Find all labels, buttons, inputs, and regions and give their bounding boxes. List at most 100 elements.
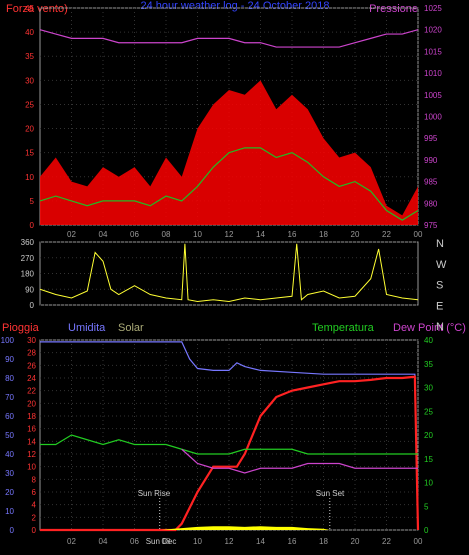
main-x-tick-label: 06 bbox=[130, 537, 139, 546]
rain-y-tick-label: 24 bbox=[27, 374, 36, 383]
rain-y-tick-label: 12 bbox=[27, 450, 36, 459]
wind-x-tick-label: 18 bbox=[319, 230, 328, 239]
rain-y-tick-label: 14 bbox=[27, 437, 36, 446]
rain-y-tick-label: 10 bbox=[27, 463, 36, 472]
wind-x-tick-label: 12 bbox=[225, 230, 234, 239]
rain-y-tick-label: 0 bbox=[32, 526, 37, 535]
temp-y-tick-label: 35 bbox=[424, 360, 433, 369]
rain-y-tick-label: 26 bbox=[27, 361, 36, 370]
rain-y-tick-label: 28 bbox=[27, 349, 36, 358]
humidity-y-tick-label: 10 bbox=[5, 507, 14, 516]
temp-y-tick-label: 40 bbox=[424, 336, 433, 345]
main-series-pioggia-line bbox=[40, 375, 420, 532]
humidity-y-tick-label: 100 bbox=[1, 336, 15, 345]
wind-x-tick-label: 00 bbox=[414, 230, 423, 239]
main-x-tick-label: 18 bbox=[319, 537, 328, 546]
direction-y-tick-label: 270 bbox=[21, 254, 35, 263]
main-x-tick-label: 00 bbox=[414, 537, 423, 546]
main-x-tick-label: 12 bbox=[225, 537, 234, 546]
pressure-y-tick-label: 990 bbox=[424, 156, 438, 165]
temp-y-tick-label: 20 bbox=[424, 431, 433, 440]
wind-x-tick-label: 22 bbox=[382, 230, 391, 239]
sunrise-label: Sun Rise bbox=[138, 489, 171, 498]
wind-x-tick-label: 20 bbox=[351, 230, 360, 239]
rain-y-tick-label: 30 bbox=[27, 336, 36, 345]
wind-x-tick-label: 06 bbox=[130, 230, 139, 239]
wind-y-tick-label: 40 bbox=[25, 28, 34, 37]
humidity-y-tick-label: 90 bbox=[5, 355, 14, 364]
temp-y-tick-label: 0 bbox=[424, 526, 429, 535]
pressure-y-tick-label: 975 bbox=[424, 221, 438, 230]
compass-label: W bbox=[436, 259, 447, 271]
temp-y-tick-label: 10 bbox=[424, 479, 433, 488]
wind-x-tick-label: 10 bbox=[193, 230, 202, 239]
rain-label: Pioggia bbox=[2, 322, 40, 334]
solar-area bbox=[161, 526, 330, 530]
wind-y-tick-label: 5 bbox=[30, 197, 35, 206]
temp-y-tick-label: 25 bbox=[424, 407, 433, 416]
pressure-y-tick-label: 1025 bbox=[424, 4, 442, 13]
pressure-y-tick-label: 985 bbox=[424, 178, 438, 187]
humidity-y-tick-label: 80 bbox=[5, 374, 14, 383]
wind-y-tick-label: 15 bbox=[25, 149, 34, 158]
humidity-y-tick-label: 0 bbox=[10, 526, 15, 535]
wind-x-tick-label: 16 bbox=[288, 230, 297, 239]
main-series-umidita-line bbox=[40, 341, 419, 531]
rain-y-tick-label: 8 bbox=[32, 475, 37, 484]
wind-y-tick-label: 0 bbox=[30, 221, 35, 230]
wind-x-tick-label: 02 bbox=[67, 230, 76, 239]
wind-x-tick-label: 08 bbox=[162, 230, 171, 239]
rain-y-tick-label: 20 bbox=[27, 399, 36, 408]
rain-y-tick-label: 18 bbox=[27, 412, 36, 421]
temp-y-tick-label: 5 bbox=[424, 502, 429, 511]
direction-y-tick-label: 90 bbox=[25, 285, 34, 294]
compass-label: E bbox=[436, 300, 443, 312]
wind-ylabel: Forza vento) bbox=[6, 3, 68, 15]
rain-y-tick-label: 4 bbox=[32, 501, 37, 510]
main-x-tick-label: 14 bbox=[256, 537, 265, 546]
humidity-y-tick-label: 70 bbox=[5, 393, 14, 402]
compass-label: N bbox=[436, 321, 444, 333]
direction-y-tick-label: 360 bbox=[21, 238, 35, 247]
pressure-ylabel: Pressione bbox=[369, 3, 418, 15]
humidity-y-tick-label: 30 bbox=[5, 469, 14, 478]
main-x-tick-label: 10 bbox=[193, 537, 202, 546]
main-series-dew-point-line bbox=[181, 448, 418, 474]
main-x-tick-label: 04 bbox=[99, 537, 108, 546]
main-x-tick-label: 20 bbox=[351, 537, 360, 546]
humidity-y-tick-label: 20 bbox=[5, 488, 14, 497]
sundec-label: Sun Dec bbox=[146, 537, 177, 546]
wind-y-tick-label: 30 bbox=[25, 76, 34, 85]
rain-y-tick-label: 22 bbox=[27, 387, 36, 396]
compass-label: S bbox=[436, 280, 443, 292]
chart-title: 24 hour weather log - 24 October 2018 bbox=[141, 0, 330, 12]
pressure-y-tick-label: 1020 bbox=[424, 26, 442, 35]
wind-series-avg-line bbox=[39, 147, 419, 221]
wind-y-tick-label: 10 bbox=[25, 173, 34, 182]
main-x-tick-label: 22 bbox=[382, 537, 391, 546]
wind-x-tick-label: 14 bbox=[256, 230, 265, 239]
humidity-y-tick-label: 60 bbox=[5, 412, 14, 421]
temp-y-tick-label: 15 bbox=[424, 455, 433, 464]
wind-x-tick-label: 04 bbox=[99, 230, 108, 239]
compass-label: N bbox=[436, 238, 444, 250]
pressure-y-tick-label: 1010 bbox=[424, 69, 442, 78]
wind-series-pressione-line bbox=[39, 29, 419, 48]
temperature-label: Temperatura bbox=[312, 322, 375, 334]
main-x-tick-label: 16 bbox=[288, 537, 297, 546]
wind-y-tick-label: 45 bbox=[25, 4, 34, 13]
rain-y-tick-label: 6 bbox=[32, 488, 37, 497]
rain-y-tick-label: 16 bbox=[27, 425, 36, 434]
main-x-tick-label: 02 bbox=[67, 537, 76, 546]
temp-y-tick-label: 30 bbox=[424, 384, 433, 393]
wind-y-tick-label: 25 bbox=[25, 100, 34, 109]
wind-y-tick-label: 35 bbox=[25, 52, 34, 61]
direction-y-tick-label: 0 bbox=[30, 301, 35, 310]
pressure-y-tick-label: 1005 bbox=[424, 91, 442, 100]
wind-y-tick-label: 20 bbox=[25, 125, 34, 134]
pressure-y-tick-label: 1000 bbox=[424, 113, 442, 122]
sunset-label: Sun Set bbox=[316, 489, 345, 498]
pressure-y-tick-label: 1015 bbox=[424, 47, 442, 56]
direction-line bbox=[39, 243, 419, 303]
